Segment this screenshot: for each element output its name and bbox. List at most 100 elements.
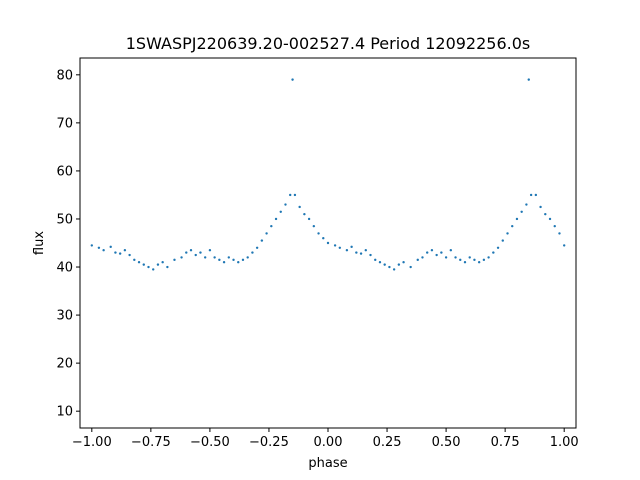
data-point <box>374 258 377 262</box>
data-point <box>222 261 226 264</box>
data-point <box>440 251 443 254</box>
data-point <box>501 239 504 242</box>
data-point <box>463 261 467 264</box>
data-point <box>241 258 245 262</box>
x-tick-label: 0.75 <box>491 435 520 450</box>
data-point <box>402 261 405 264</box>
data-point <box>527 78 530 81</box>
data-point <box>293 193 297 197</box>
y-tick-label: 60 <box>56 164 73 179</box>
data-point <box>326 241 330 245</box>
data-point <box>203 256 207 259</box>
data-point <box>392 268 396 271</box>
y-tick-label: 80 <box>56 68 73 83</box>
data-point <box>548 217 552 221</box>
data-point <box>260 239 264 242</box>
y-tick-label: 50 <box>56 212 73 227</box>
data-point <box>90 244 94 247</box>
data-point <box>180 256 183 259</box>
data-point <box>208 249 212 252</box>
data-point <box>251 251 254 254</box>
data-point <box>284 203 287 206</box>
data-point <box>185 251 188 254</box>
data-point <box>562 244 566 247</box>
data-point <box>232 258 235 262</box>
data-point <box>553 224 556 228</box>
data-point <box>303 212 306 216</box>
y-tick-label: 20 <box>56 357 73 372</box>
data-point <box>255 246 259 250</box>
data-point <box>449 249 453 252</box>
data-point <box>496 246 500 250</box>
data-point <box>558 232 561 235</box>
data-point <box>199 251 202 254</box>
data-point <box>397 263 401 266</box>
x-tick-label: −0.50 <box>190 435 230 450</box>
data-point <box>333 244 337 247</box>
data-point <box>454 256 457 259</box>
data-point <box>270 224 273 228</box>
data-point <box>137 261 141 264</box>
data-point <box>147 265 150 269</box>
data-point <box>152 268 155 271</box>
data-point <box>388 265 391 269</box>
data-point <box>444 256 448 259</box>
data-point <box>218 258 221 262</box>
data-point <box>317 232 320 235</box>
y-tick-label: 40 <box>56 261 73 276</box>
data-point <box>118 252 122 255</box>
chart-title: 1SWASPJ220639.20-002527.4 Period 1209225… <box>126 34 531 53</box>
data-point <box>161 261 164 264</box>
y-axis: 10 20 30 40 50 60 70 80 <box>56 68 80 420</box>
data-point <box>213 256 216 259</box>
data-point <box>291 78 294 81</box>
data-point <box>364 249 367 252</box>
data-point <box>520 210 523 213</box>
x-tick-label: 1.00 <box>550 435 579 450</box>
y-axis-label: flux <box>32 231 47 255</box>
data-point <box>289 193 292 197</box>
x-tick-label: −0.25 <box>249 435 289 450</box>
data-point <box>123 249 127 252</box>
data-point <box>128 253 131 257</box>
data-point <box>487 256 490 259</box>
data-point <box>156 263 160 266</box>
data-point <box>307 217 311 221</box>
data-point <box>383 263 386 266</box>
data-point <box>529 193 533 197</box>
data-point <box>430 249 434 252</box>
data-point <box>416 258 419 262</box>
data-point <box>109 245 112 249</box>
data-point <box>525 203 528 206</box>
data-point <box>312 224 316 228</box>
data-point <box>246 256 249 259</box>
data-point <box>142 263 145 266</box>
y-tick-label: 10 <box>56 405 73 420</box>
data-point <box>506 232 509 235</box>
data-point <box>473 258 476 262</box>
data-point <box>355 251 358 254</box>
data-point <box>97 246 101 250</box>
data-point <box>421 256 424 259</box>
data-point <box>426 251 429 254</box>
data-point <box>173 258 176 262</box>
data-point <box>477 261 481 264</box>
x-axis-label: phase <box>308 456 347 471</box>
data-point <box>544 212 547 216</box>
data-point <box>350 245 353 249</box>
data-point <box>435 253 438 257</box>
data-point <box>102 249 105 252</box>
data-point <box>265 232 268 235</box>
data-point <box>338 246 342 250</box>
x-tick-label: −0.75 <box>131 435 171 450</box>
data-point <box>539 205 542 209</box>
x-tick-label: −1.00 <box>72 435 112 450</box>
data-point <box>298 205 301 209</box>
data-point <box>166 265 169 269</box>
y-tick-label: 70 <box>56 116 73 131</box>
data-point <box>114 251 117 254</box>
data-point <box>482 258 486 262</box>
data-point <box>369 253 372 257</box>
data-point <box>274 217 278 221</box>
x-tick-label: 0.50 <box>432 435 461 450</box>
